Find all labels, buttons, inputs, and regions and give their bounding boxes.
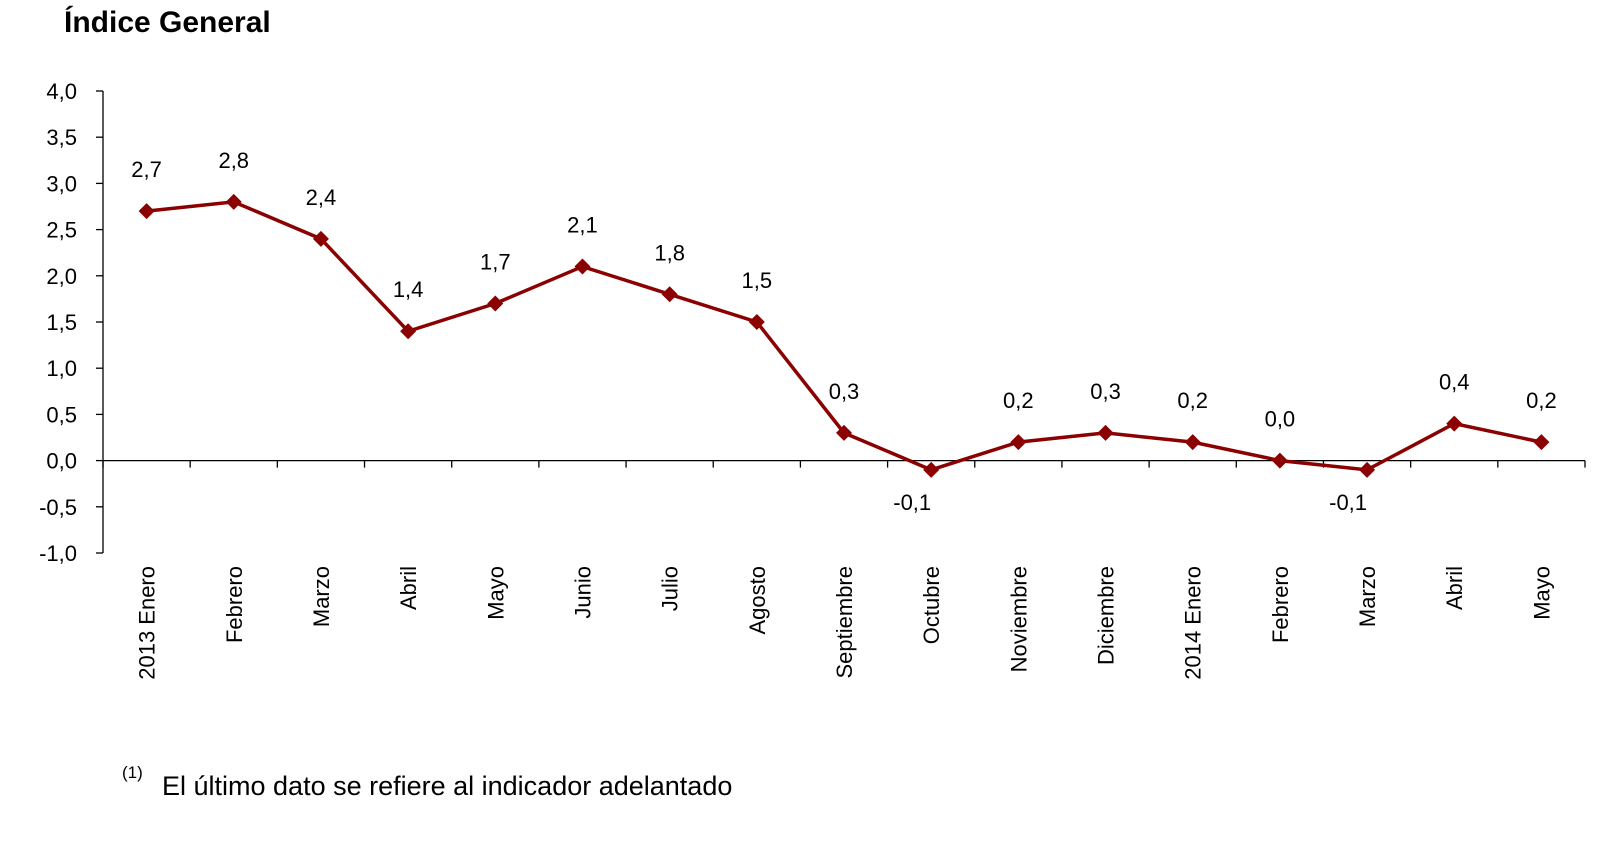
x-tick-label: Febrero (1268, 566, 1293, 643)
x-tick-label: Mayo (1529, 566, 1554, 620)
point-marker (138, 203, 155, 220)
data-label: 2,7 (131, 157, 162, 182)
data-label: 0,0 (1265, 407, 1296, 432)
y-tick-label: 0,5 (46, 402, 77, 427)
y-tick-label: 3,0 (46, 171, 77, 196)
point-marker (225, 193, 242, 210)
x-tick-label: Junio (570, 566, 595, 619)
x-tick-label: Marzo (1355, 566, 1380, 627)
data-label: -0,1 (1329, 490, 1367, 515)
x-tick-label: Diciembre (1094, 566, 1119, 665)
y-tick-label: 3,5 (46, 125, 77, 150)
x-tick-label: Julio (658, 566, 683, 611)
point-marker (1184, 434, 1201, 451)
x-tick-label: Abril (1442, 566, 1467, 610)
y-tick-label: 2,0 (46, 264, 77, 289)
point-marker (661, 286, 678, 303)
point-marker (923, 461, 940, 478)
data-label: 1,8 (654, 240, 685, 265)
y-tick-label: -1,0 (39, 541, 77, 566)
point-marker (836, 424, 852, 441)
point-marker (1359, 461, 1376, 478)
data-label: 2,4 (306, 185, 337, 210)
point-marker (1010, 434, 1027, 451)
data-label: 2,1 (567, 213, 598, 238)
data-label: 0,3 (829, 379, 860, 404)
y-tick-label: 1,0 (46, 356, 77, 381)
point-marker (748, 314, 765, 330)
y-tick-label: 0,0 (46, 449, 77, 474)
x-tick-label: Septiembre (832, 566, 857, 679)
point-marker (1271, 452, 1288, 469)
data-label: 2,8 (218, 148, 249, 173)
data-label: 0,2 (1526, 388, 1557, 413)
footnote-marker: (1) (122, 763, 143, 782)
x-tick-label: Octubre (919, 566, 944, 644)
data-label: 0,2 (1003, 388, 1034, 413)
point-marker (312, 230, 329, 247)
x-tick-label: Marzo (309, 566, 334, 627)
data-label: 0,2 (1177, 388, 1208, 413)
data-label: 1,4 (393, 277, 424, 302)
x-tick-label: Mayo (483, 566, 508, 620)
data-label: 0,4 (1439, 370, 1470, 395)
data-label: 0,3 (1090, 379, 1121, 404)
y-tick-label: -0,5 (39, 495, 77, 520)
point-marker (400, 323, 417, 340)
x-tick-label: Febrero (222, 566, 247, 643)
x-tick-label: 2014 Enero (1181, 566, 1206, 680)
x-tick-label: Noviembre (1006, 566, 1031, 672)
y-tick-label: 2,5 (46, 218, 77, 243)
data-label: 1,7 (480, 250, 511, 275)
chart-title: Índice General (64, 5, 271, 39)
y-tick-label: 1,5 (46, 310, 77, 335)
point-marker (1446, 415, 1463, 432)
point-marker (1533, 434, 1550, 451)
point-marker (574, 258, 591, 275)
x-tick-label: Agosto (745, 566, 770, 635)
data-label: 1,5 (742, 268, 773, 293)
x-tick-label: Abril (396, 566, 421, 610)
x-tick-label: 2013 Enero (135, 566, 160, 680)
footnote: El último dato se refiere al indicador a… (162, 771, 732, 801)
point-marker (1097, 424, 1114, 441)
data-label: -0,1 (893, 490, 931, 515)
point-marker (487, 295, 504, 312)
y-tick-label: 4,0 (46, 79, 77, 104)
